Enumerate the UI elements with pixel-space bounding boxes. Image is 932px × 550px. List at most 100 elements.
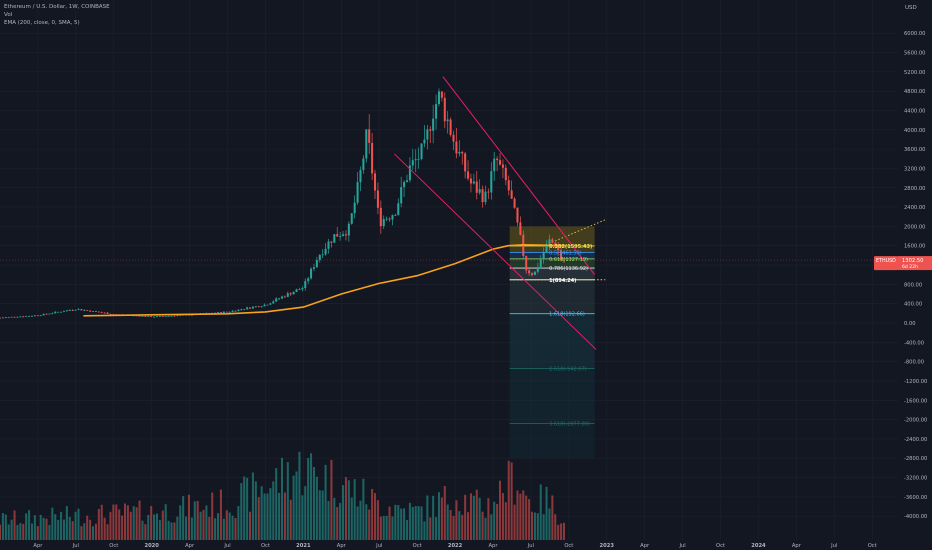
volume-bar <box>278 492 281 540</box>
volume-bar <box>228 512 231 540</box>
candle-body <box>443 97 446 122</box>
volume-bar <box>347 480 350 540</box>
candle-body <box>19 316 22 318</box>
volume-bar <box>321 490 324 540</box>
price-tick-label: -800.00 <box>904 360 924 366</box>
candle-body <box>496 158 499 161</box>
time-tick-label: Apr <box>640 543 650 549</box>
price-axis[interactable]: USD 6000.00 5600.00 5200.00 4800.00 4400.00 40… <box>898 0 932 550</box>
candle-body <box>423 139 426 144</box>
legend-title[interactable]: Ethereum / U.S. Dollar, 1W, COINBASE <box>4 4 110 10</box>
candle-body <box>432 118 435 131</box>
volume-bar <box>62 519 65 540</box>
candle-body <box>478 189 481 193</box>
volume-bar <box>22 523 25 540</box>
volume-bar <box>388 506 391 540</box>
chart-legend: Ethereum / U.S. Dollar, 1W, COINBASE Vol… <box>4 3 110 27</box>
volume-bar <box>176 516 179 540</box>
candle-body <box>7 317 10 318</box>
candle-body <box>330 241 333 243</box>
candle-body <box>376 190 379 208</box>
volume-bar <box>504 502 507 540</box>
candle-body <box>176 315 179 317</box>
candle-body <box>557 247 560 251</box>
candle-body <box>51 313 54 314</box>
time-tick-label: 2022 <box>448 543 463 549</box>
volume-bar <box>60 511 63 540</box>
volume-bar <box>310 453 313 540</box>
volume-bar <box>283 492 286 540</box>
volume-bar <box>368 509 371 540</box>
candle-body <box>158 315 161 317</box>
volume-bar <box>376 500 379 540</box>
time-tick-label: Jul <box>223 543 230 549</box>
volume-bar <box>7 524 10 540</box>
candle-body <box>545 244 548 253</box>
volume-bar <box>1 512 4 540</box>
volume-bar <box>513 504 516 540</box>
fib-level-label: 0.786(1136.92) <box>549 266 588 272</box>
candle-body <box>525 255 528 271</box>
volume-bar <box>260 486 263 540</box>
candle-body <box>234 310 237 312</box>
legend-ema[interactable]: EMA (200, close, 0, SMA, 5) <box>4 20 80 26</box>
volume-bar <box>359 500 362 540</box>
candle-body <box>484 191 487 203</box>
volume-bar <box>554 514 557 540</box>
candle-body <box>295 289 298 292</box>
candle-body <box>405 180 409 182</box>
candle-body <box>519 222 522 235</box>
candle-body <box>141 316 144 317</box>
volume-bar <box>315 476 318 540</box>
volume-bar <box>405 520 409 540</box>
volume-bar <box>182 496 185 540</box>
volume-bar <box>83 523 86 540</box>
candle-body <box>350 213 353 224</box>
candle-body <box>551 239 554 243</box>
volume-bar <box>519 493 522 540</box>
time-axis[interactable]: Apr Jul Oct 2020 Apr Jul Oct 2021 Apr Jul Oct 2022 A… <box>0 540 932 550</box>
candle-body <box>153 316 156 318</box>
volume-bar <box>231 515 234 540</box>
volume-bar <box>28 510 31 540</box>
volume-bar <box>158 519 161 540</box>
volume-bar <box>51 507 54 540</box>
candle-body <box>83 310 86 311</box>
fib-zone <box>509 368 595 424</box>
candle-body <box>504 167 507 181</box>
volume-bar <box>391 516 394 540</box>
candle-body <box>339 235 342 237</box>
fib-zone <box>509 258 595 269</box>
volume-bar <box>362 478 365 540</box>
candle-body <box>467 171 470 179</box>
volume-bars <box>0 451 565 540</box>
fibonacci-retracement[interactable] <box>509 218 607 459</box>
last-price-tag <box>898 256 932 271</box>
volume-bar <box>371 488 374 540</box>
volume-bar <box>150 505 153 540</box>
candle-body <box>539 258 542 268</box>
price-tick-label: -2800.00 <box>904 456 927 462</box>
trend-channel[interactable] <box>394 76 597 350</box>
volume-bar <box>499 480 502 540</box>
price-tick-label: -4000.00 <box>904 514 927 520</box>
candle-body <box>388 218 391 220</box>
volume-bar <box>71 521 74 540</box>
candle-body <box>499 160 502 165</box>
candle-body <box>263 304 266 307</box>
volume-bar <box>539 484 542 540</box>
volume-bar <box>39 514 42 540</box>
candle-body <box>13 316 16 318</box>
fib-level-label: 0.5(1461.50) <box>549 250 582 256</box>
volume-bar <box>248 511 252 540</box>
candle-body <box>164 316 167 317</box>
volume-bar <box>202 509 205 540</box>
candle-body <box>269 303 272 305</box>
time-axis-bg <box>0 540 932 550</box>
legend-volume[interactable]: Vol <box>4 12 13 18</box>
volume-bar <box>324 464 327 540</box>
price-tick-label: 5600.00 <box>904 51 925 57</box>
volume-bar <box>411 506 414 540</box>
volume-bar <box>478 497 481 540</box>
